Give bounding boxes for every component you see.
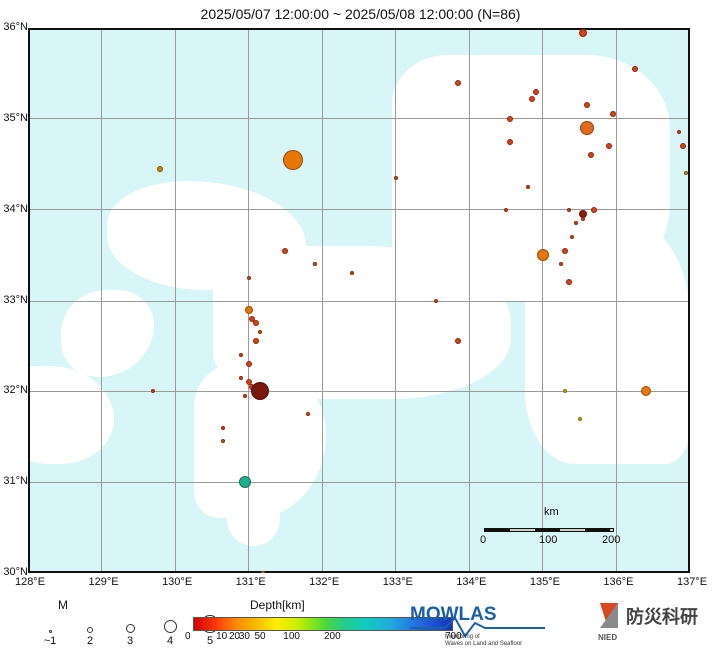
earthquake-marker[interactable]	[677, 130, 681, 134]
magnitude-legend-circle	[164, 620, 177, 633]
earthquake-marker[interactable]	[588, 152, 594, 158]
depth-tick-label: 10	[216, 631, 227, 642]
earthquake-marker[interactable]	[632, 66, 638, 72]
earthquake-marker[interactable]	[455, 338, 461, 344]
earthquake-marker[interactable]	[584, 102, 590, 108]
earthquake-marker[interactable]	[246, 361, 252, 367]
earthquake-marker[interactable]	[251, 382, 269, 400]
earthquake-marker[interactable]	[578, 417, 582, 421]
magnitude-legend-circle	[87, 627, 93, 633]
earthquake-marker[interactable]	[350, 271, 354, 275]
longitude-tick-label: 132°E	[304, 576, 344, 588]
depth-tick-label: 100	[283, 631, 300, 642]
earthquake-marker[interactable]	[580, 121, 594, 135]
earthquake-marker[interactable]	[258, 330, 262, 334]
depth-tick-label: 200	[324, 631, 341, 642]
earthquake-marker[interactable]	[394, 176, 398, 180]
earthquake-marker[interactable]	[570, 235, 574, 239]
earthquake-marker[interactable]	[529, 96, 535, 102]
earthquake-marker[interactable]	[581, 217, 585, 221]
earthquake-marker[interactable]	[507, 116, 513, 122]
earthquake-marker[interactable]	[253, 320, 259, 326]
earthquake-marker[interactable]	[239, 476, 251, 488]
earthquake-marker[interactable]	[247, 276, 251, 280]
latitude-tick-label: 32°N	[2, 384, 28, 396]
earthquake-marker[interactable]	[537, 249, 549, 261]
earthquake-marker[interactable]	[221, 426, 225, 430]
latitude-tick-label: 33°N	[2, 294, 28, 306]
earthquake-marker[interactable]	[684, 171, 688, 175]
earthquake-marker[interactable]	[562, 248, 568, 254]
longitude-tick-label: 136°E	[598, 576, 638, 588]
svg-text:MOWLAS: MOWLAS	[410, 604, 497, 625]
magnitude-legend-title: M	[58, 598, 68, 612]
earthquake-marker[interactable]	[283, 150, 303, 170]
depth-tick-label: 50	[254, 631, 265, 642]
earthquake-marker[interactable]	[243, 394, 247, 398]
earthquake-marker[interactable]	[591, 207, 597, 213]
earthquake-marker[interactable]	[610, 111, 616, 117]
depth-legend-title: Depth[km]	[250, 598, 305, 612]
latitude-tick-label: 36°N	[2, 21, 28, 33]
magnitude-legend-item: 3	[110, 624, 150, 647]
earthquake-marker[interactable]	[504, 208, 508, 212]
svg-text:Monitoring of: Monitoring of	[445, 634, 480, 640]
earthquake-marker[interactable]	[579, 29, 587, 37]
svg-text:Waves on Land and Seafloor: Waves on Land and Seafloor	[445, 641, 522, 647]
earthquake-marker[interactable]	[507, 139, 513, 145]
magnitude-legend-number: ~1	[30, 635, 70, 647]
earthquake-marker[interactable]	[606, 143, 612, 149]
longitude-tick-label: 133°E	[378, 576, 418, 588]
longitude-tick-label: 137°E	[672, 576, 712, 588]
earthquake-marker[interactable]	[239, 353, 243, 357]
longitude-tick-label: 131°E	[231, 576, 271, 588]
svg-text:防災科研: 防災科研	[626, 606, 698, 628]
magnitude-legend-number: 4	[150, 635, 190, 647]
svg-text:NIED: NIED	[598, 633, 617, 642]
latitude-tick-label: 34°N	[2, 203, 28, 215]
earthquake-marker[interactable]	[245, 306, 253, 314]
earthquake-marker[interactable]	[559, 262, 563, 266]
earthquake-marker[interactable]	[239, 376, 243, 380]
earthquake-marker[interactable]	[563, 389, 567, 393]
earthquake-marker[interactable]	[253, 338, 259, 344]
earthquake-marker[interactable]	[282, 248, 288, 254]
earthquake-marker[interactable]	[680, 143, 686, 149]
mowlas-logo: MOWLAS Monitoring of Waves on Land and S…	[405, 598, 595, 648]
map-plot-area	[28, 28, 690, 573]
magnitude-legend-circle	[126, 624, 135, 633]
latitude-tick-label: 35°N	[2, 112, 28, 124]
magnitude-legend-item: 4	[150, 620, 190, 647]
earthquake-marker[interactable]	[306, 412, 310, 416]
magnitude-legend-item: ~1	[30, 630, 70, 647]
earthquake-marker[interactable]	[533, 89, 539, 95]
earthquake-marker[interactable]	[567, 208, 571, 212]
longitude-tick-label: 129°E	[84, 576, 124, 588]
longitude-tick-label: 134°E	[451, 576, 491, 588]
map-title: 2025/05/07 12:00:00 ~ 2025/05/08 12:00:0…	[0, 6, 721, 22]
longitude-tick-label: 130°E	[157, 576, 197, 588]
earthquake-map-container: 2025/05/07 12:00:00 ~ 2025/05/08 12:00:0…	[0, 0, 721, 652]
magnitude-legend-item: 2	[70, 627, 110, 647]
depth-tick-label: 0	[185, 631, 191, 642]
earthquake-marker[interactable]	[261, 571, 265, 573]
magnitude-legend-number: 2	[70, 635, 110, 647]
earthquake-marker[interactable]	[434, 299, 438, 303]
magnitude-legend-number: 3	[110, 635, 150, 647]
latitude-tick-label: 31°N	[2, 475, 28, 487]
longitude-tick-label: 128°E	[10, 576, 50, 588]
earthquake-marker[interactable]	[151, 389, 155, 393]
nied-bosai-logo: NIED 防災科研	[598, 598, 718, 648]
earthquake-marker[interactable]	[455, 80, 461, 86]
longitude-tick-label: 135°E	[525, 576, 565, 588]
earthquake-marker[interactable]	[221, 439, 225, 443]
earthquake-marker[interactable]	[157, 166, 163, 172]
earthquake-marker[interactable]	[313, 262, 317, 266]
earthquake-marker[interactable]	[574, 221, 578, 225]
magnitude-legend-circle	[49, 630, 52, 633]
earthquake-marker[interactable]	[566, 279, 572, 285]
earthquake-marker[interactable]	[526, 185, 530, 189]
depth-tick-label: 30	[239, 631, 250, 642]
earthquake-marker[interactable]	[641, 386, 651, 396]
